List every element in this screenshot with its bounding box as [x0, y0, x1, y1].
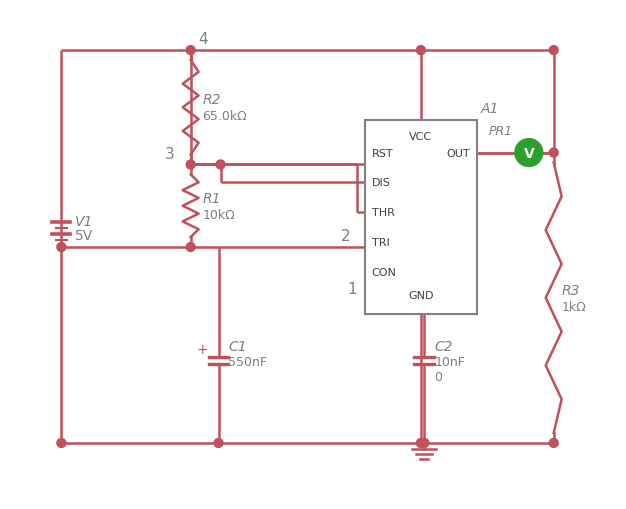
Text: 65.0kΩ: 65.0kΩ	[203, 110, 247, 123]
Text: 2: 2	[341, 229, 351, 244]
Text: R2: R2	[203, 93, 221, 107]
Text: THR: THR	[372, 208, 394, 218]
Circle shape	[186, 243, 195, 252]
Circle shape	[549, 439, 558, 447]
Text: 0: 0	[434, 371, 443, 384]
Circle shape	[549, 46, 558, 55]
Text: R1: R1	[203, 191, 221, 206]
Circle shape	[420, 439, 429, 447]
Text: V: V	[523, 146, 534, 160]
Text: DIS: DIS	[372, 178, 391, 188]
Text: PR1: PR1	[489, 124, 513, 137]
Text: CON: CON	[372, 267, 396, 277]
Text: TRI: TRI	[372, 238, 389, 247]
Circle shape	[549, 149, 558, 158]
Text: C2: C2	[434, 340, 453, 354]
Circle shape	[416, 46, 426, 55]
Circle shape	[214, 439, 223, 447]
Circle shape	[515, 139, 543, 167]
Text: 4: 4	[198, 32, 208, 47]
Bar	[365, 121, 477, 314]
Text: OUT: OUT	[446, 148, 470, 158]
Text: C1: C1	[228, 340, 247, 354]
Circle shape	[57, 243, 66, 252]
Circle shape	[216, 161, 225, 169]
Text: 1: 1	[347, 281, 357, 296]
Text: 10kΩ: 10kΩ	[203, 208, 235, 221]
Text: 3: 3	[165, 146, 175, 161]
Text: VCC: VCC	[409, 131, 433, 142]
Circle shape	[416, 439, 426, 447]
Text: RST: RST	[372, 148, 393, 158]
Text: 1kΩ: 1kΩ	[562, 300, 587, 313]
Text: V1: V1	[75, 215, 94, 229]
Text: GND: GND	[408, 290, 434, 300]
Text: +: +	[197, 342, 208, 356]
Text: A1: A1	[481, 102, 500, 116]
Text: R3: R3	[562, 283, 580, 297]
Text: 5V: 5V	[75, 229, 93, 243]
Circle shape	[186, 46, 195, 55]
Text: 10nF: 10nF	[434, 356, 465, 369]
Circle shape	[186, 161, 195, 169]
Circle shape	[57, 439, 66, 447]
Text: 550nF: 550nF	[228, 356, 267, 369]
